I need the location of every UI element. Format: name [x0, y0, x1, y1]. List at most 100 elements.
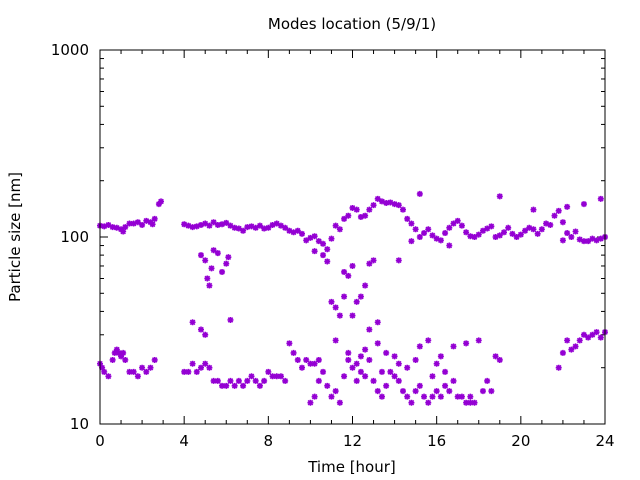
data-point [193, 368, 200, 375]
data-point [193, 223, 200, 230]
data-point [126, 368, 133, 375]
data-point [282, 224, 289, 231]
data-point [530, 206, 537, 213]
data-point [378, 198, 385, 205]
data-point [345, 212, 352, 219]
data-point [311, 360, 318, 367]
x-tick-label: 4 [179, 432, 189, 450]
data-point [303, 356, 310, 363]
data-point [400, 206, 406, 213]
data-point [505, 224, 512, 231]
data-point [395, 257, 402, 264]
data-point [206, 364, 213, 371]
chart-title: Modes location (5/9/1) [268, 15, 436, 33]
data-point [227, 377, 234, 384]
data-point [256, 382, 263, 389]
data-point [429, 373, 436, 380]
data-point [105, 221, 112, 228]
y-tick-label: 1000 [51, 41, 89, 59]
data-point [555, 364, 562, 371]
data-point [593, 329, 600, 336]
data-point [442, 230, 449, 237]
data-point [198, 364, 204, 371]
data-point [336, 226, 343, 233]
data-point [547, 221, 554, 228]
data-point [345, 272, 352, 279]
data-point [568, 234, 575, 240]
data-point [357, 293, 364, 300]
data-point [576, 236, 583, 243]
data-point [353, 377, 360, 384]
data-point [115, 349, 122, 356]
data-point [387, 199, 394, 206]
data-point [341, 373, 348, 380]
data-point [463, 340, 470, 347]
plot-frame [99, 49, 606, 425]
data-point [433, 388, 440, 395]
data-point [231, 382, 238, 389]
data-point [189, 224, 196, 231]
data-point [404, 364, 411, 371]
data-point [315, 356, 322, 363]
data-point [328, 235, 335, 242]
data-point [307, 399, 314, 406]
data-point [416, 190, 423, 197]
data-point [416, 343, 423, 350]
data-point [109, 356, 116, 363]
data-point [425, 337, 432, 344]
data-point [252, 224, 259, 231]
data-point [111, 349, 118, 356]
data-point [383, 382, 390, 389]
data-point [311, 393, 318, 400]
data-point [294, 356, 301, 363]
data-point [383, 349, 390, 356]
data-point [408, 399, 415, 406]
data-point [290, 349, 297, 356]
data-point [130, 220, 137, 227]
data-point [113, 224, 120, 231]
data-point [130, 368, 137, 375]
data-point [492, 353, 499, 360]
x-tick-label: 0 [95, 432, 105, 450]
data-point [181, 221, 188, 228]
data-point [219, 268, 226, 275]
data-point [387, 368, 394, 375]
data-point [332, 388, 339, 395]
data-point [328, 393, 335, 400]
data-point [139, 221, 146, 228]
data-point [517, 231, 524, 238]
data-point [467, 399, 474, 406]
data-point [324, 246, 331, 253]
data-point [526, 224, 533, 231]
data-point [374, 340, 381, 347]
data-point [244, 224, 251, 231]
data-point [370, 202, 377, 209]
data-point [345, 349, 352, 356]
data-point [240, 227, 247, 234]
data-point [311, 248, 318, 255]
data-point [467, 233, 474, 240]
data-point [475, 337, 482, 344]
data-point [315, 377, 322, 384]
data-point [105, 373, 112, 380]
data-point [572, 228, 579, 235]
data-point [559, 237, 566, 244]
data-point [315, 238, 322, 245]
data-point [585, 238, 592, 245]
data-point [353, 360, 360, 367]
data-point [286, 227, 293, 234]
data-point [223, 219, 230, 226]
data-point [198, 326, 204, 333]
data-point [303, 237, 310, 244]
x-tick-label: 8 [264, 432, 274, 450]
data-point [286, 340, 293, 347]
x-tick-label: 16 [427, 432, 446, 450]
data-point [134, 219, 141, 226]
data-point [349, 364, 356, 371]
data-point [185, 368, 192, 375]
data-point [349, 262, 356, 269]
data-point [99, 364, 106, 371]
data-point [143, 217, 150, 224]
data-point [362, 373, 369, 380]
